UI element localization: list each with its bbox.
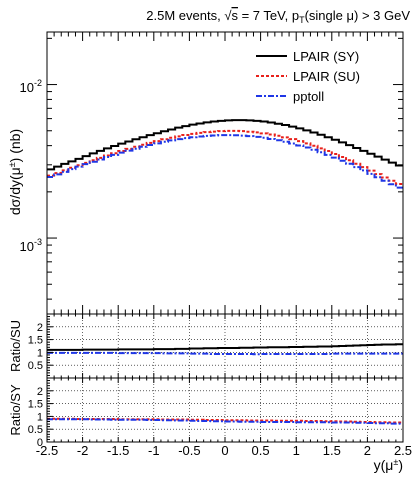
ratio-y-tick-label: 0.5 <box>28 424 43 436</box>
ratio-y-tick-label: 0.5 <box>28 360 43 372</box>
legend-entry-lpair-su: LPAIR (SU) <box>256 69 360 84</box>
ratio-sy-grid <box>46 378 404 442</box>
x-tick-label: -2 <box>77 443 89 458</box>
ratio-su-series-group <box>47 343 403 356</box>
main-x-ticks <box>46 32 404 314</box>
legend-entry-pptoll: pptoll <box>256 89 324 104</box>
x-tick-label: -1 <box>148 443 160 458</box>
legend: LPAIR (SY) LPAIR (SU) pptoll <box>256 49 360 104</box>
x-tick-label: -0.5 <box>178 443 200 458</box>
x-tick-label: 0 <box>221 443 228 458</box>
y-tick-label-1e-2: 10-2 <box>20 78 42 95</box>
ratio-line-lpair-su <box>47 417 403 424</box>
ratio-y-tick-label: 2 <box>37 322 43 334</box>
ratio-y-tick-label: 1.5 <box>28 399 43 411</box>
ratio-su-grid <box>46 314 404 378</box>
x-tick-labels: -2.5 -2 -1.5 -1 -0.5 0 0.5 1 1.5 2 2.5 <box>36 443 412 458</box>
ratio-sy-ticks: 00.511.52 <box>28 377 404 449</box>
x-tick-label: -2.5 <box>36 443 58 458</box>
legend-label-pptoll: pptoll <box>293 89 324 104</box>
ratio-line-pptoll <box>47 351 403 356</box>
series-line-lpair-su <box>47 129 403 185</box>
ratio-su-panel: 0.511.52 <box>28 313 404 379</box>
y-axis-label: dσ/dy(μ±) (nb) <box>7 129 23 215</box>
main-panel: 10-2 10-3 LPAIR (SY) LPAIR (SU) pptoll <box>20 31 404 315</box>
x-tick-label: 2 <box>364 443 371 458</box>
x-tick-label: 1.5 <box>323 443 341 458</box>
legend-entry-lpair-sy: LPAIR (SY) <box>256 49 359 64</box>
x-tick-label: 1 <box>293 443 300 458</box>
main-series-group <box>47 119 403 189</box>
ratio-su-label: Ratio/SU <box>8 320 23 372</box>
ratio-sy-panel: 00.511.52 <box>28 377 404 449</box>
ratio-y-tick-label: 1 <box>37 347 43 359</box>
ratio-sy-label: Ratio/SY <box>8 384 23 436</box>
legend-label-lpair-sy: LPAIR (SY) <box>293 49 359 64</box>
ratio-y-tick-label: 1.5 <box>28 335 43 347</box>
ratio-sy-series-group <box>47 417 403 425</box>
x-tick-label: 0.5 <box>252 443 270 458</box>
main-y-ticks <box>47 37 403 300</box>
ratio-line-pptoll <box>47 418 403 425</box>
x-tick-label: 2.5 <box>394 443 412 458</box>
x-axis-label: y(μ±) <box>374 457 403 473</box>
chart-title: 2.5M events, √s = 7 TeV, pT(single μ) > … <box>146 8 410 25</box>
ratio-y-tick-label: 2 <box>37 386 43 398</box>
y-tick-label-1e-3: 10-3 <box>20 237 42 254</box>
ratio-line-lpair-sy <box>47 343 403 351</box>
series-line-lpair-sy <box>47 119 403 171</box>
x-tick-label: -1.5 <box>107 443 129 458</box>
ratio-y-tick-label: 0 <box>37 437 43 449</box>
ratio-y-tick-label: 1 <box>37 411 43 423</box>
series-line-pptoll <box>47 134 403 189</box>
legend-label-lpair-su: LPAIR (SU) <box>293 69 360 84</box>
